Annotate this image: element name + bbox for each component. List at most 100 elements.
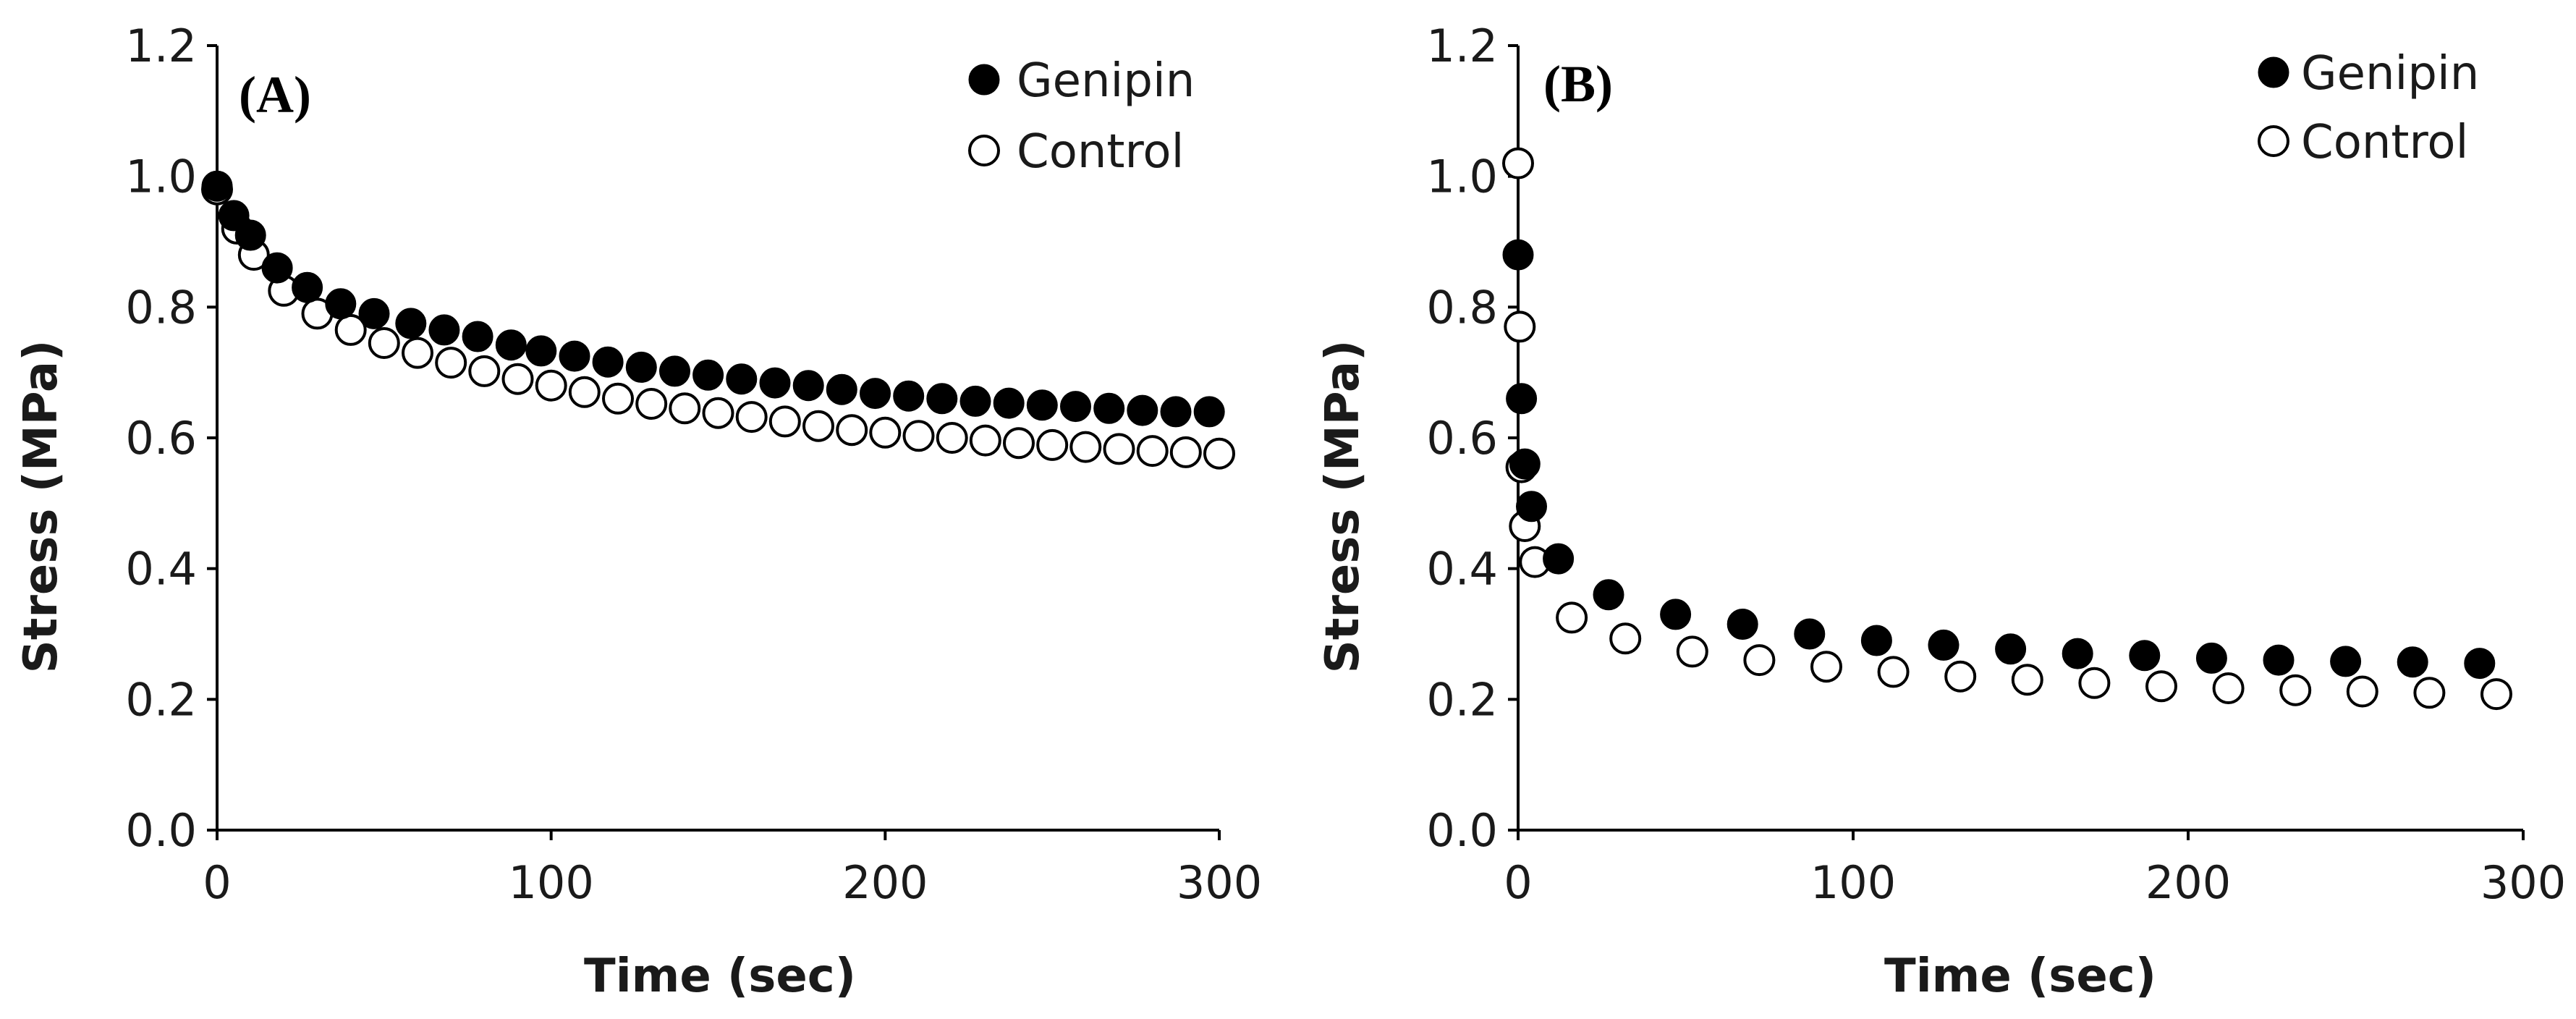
data-point-control xyxy=(836,414,868,447)
data-point-control xyxy=(1203,437,1235,470)
y-tick-label-b: 0.6 xyxy=(1426,412,1498,465)
data-point-genipin xyxy=(1193,396,1225,428)
data-point-genipin xyxy=(2195,642,2227,674)
data-point-genipin xyxy=(218,200,250,232)
data-point-control xyxy=(2212,672,2245,704)
legend-marker-genipin-b xyxy=(2258,56,2289,88)
data-point-control xyxy=(1103,433,1135,465)
y-tick-label-b: 1.0 xyxy=(1426,151,1498,203)
data-point-genipin xyxy=(2397,646,2428,678)
y-tick-label-a: 0.8 xyxy=(125,281,197,334)
y-tick-label-a: 0.2 xyxy=(125,673,197,726)
data-point-control xyxy=(1676,635,1708,668)
data-point-control xyxy=(702,397,734,429)
data-point-genipin xyxy=(993,387,1025,419)
data-point-control xyxy=(2145,670,2177,703)
data-point-control xyxy=(1036,428,1069,461)
x-tick-label-a: 200 xyxy=(842,856,928,909)
data-point-genipin xyxy=(692,359,724,391)
x-tick-label-b: 0 xyxy=(1504,856,1532,909)
data-point-genipin xyxy=(395,308,427,339)
data-point-control xyxy=(1136,435,1169,468)
data-point-genipin xyxy=(2464,648,2496,680)
data-point-control xyxy=(1944,660,1977,693)
data-point-control xyxy=(435,347,467,379)
data-point-control xyxy=(2346,675,2378,708)
y-axis-title-b: Stress (MPa) xyxy=(1316,340,1370,674)
chart-panel-a: (A) Time (sec) Stress (MPa) Genipin Cont… xyxy=(14,20,1262,1003)
data-point-genipin xyxy=(1660,599,1692,630)
data-point-genipin xyxy=(959,385,991,417)
data-point-control xyxy=(1609,622,1642,655)
data-point-genipin xyxy=(428,314,460,346)
legend-b: Genipin Control xyxy=(2258,47,2479,169)
data-point-control xyxy=(402,337,433,369)
data-point-genipin xyxy=(1516,491,1547,523)
y-tick-label-b: 1.2 xyxy=(1426,20,1498,72)
legend-marker-control-b xyxy=(2258,125,2289,157)
data-point-genipin xyxy=(2129,640,2161,672)
data-point-control xyxy=(802,410,834,442)
data-point-control xyxy=(1502,147,1534,179)
y-axis-title-a: Stress (MPa) xyxy=(14,340,68,674)
data-point-genipin xyxy=(659,355,690,387)
data-point-genipin xyxy=(462,321,493,352)
data-point-genipin xyxy=(1506,383,1538,415)
data-point-control xyxy=(1556,601,1588,634)
x-tick-label-a: 100 xyxy=(508,856,593,909)
data-point-control xyxy=(602,382,634,415)
panel-label-b: (B) xyxy=(1543,55,1613,113)
data-point-control xyxy=(1743,644,1776,677)
series-genipin-b xyxy=(1502,239,2496,680)
x-tick-label-a: 300 xyxy=(1177,856,1262,909)
y-tick-label-a: 0.0 xyxy=(125,804,197,857)
legend-label-control-b: Control xyxy=(2301,116,2468,169)
x-tick-label-a: 0 xyxy=(203,856,231,909)
data-point-genipin xyxy=(1060,391,1091,423)
data-point-genipin xyxy=(325,288,357,320)
y-tick-label-a: 1.2 xyxy=(125,20,197,72)
y-tick-label-a: 1.0 xyxy=(125,151,197,203)
data-point-control xyxy=(535,369,567,402)
x-axis-title-b: Time (sec) xyxy=(1884,950,2156,1003)
data-point-genipin xyxy=(1509,448,1541,480)
data-point-control xyxy=(936,422,968,454)
x-axis-title-a: Time (sec) xyxy=(584,950,856,1003)
data-point-control xyxy=(869,416,902,449)
data-point-control xyxy=(2413,677,2446,709)
data-point-genipin xyxy=(893,380,925,412)
data-point-control xyxy=(1877,656,1910,688)
legend-marker-genipin-a xyxy=(968,64,1000,96)
data-point-control xyxy=(735,401,768,434)
y-tick-label-b: 0.0 xyxy=(1426,804,1498,857)
y-tick-label-b: 0.4 xyxy=(1426,543,1498,596)
data-point-genipin xyxy=(234,219,266,251)
y-tick-label-b: 0.8 xyxy=(1426,281,1498,334)
data-point-control xyxy=(2480,678,2512,711)
data-point-control xyxy=(1069,431,1102,463)
data-point-control xyxy=(768,405,801,438)
data-point-control xyxy=(902,420,935,452)
data-point-control xyxy=(669,392,701,425)
data-point-control xyxy=(635,388,668,420)
data-point-genipin xyxy=(926,383,958,415)
data-point-genipin xyxy=(1093,392,1125,424)
data-point-genipin xyxy=(495,329,527,361)
data-point-genipin xyxy=(1026,389,1058,421)
data-point-genipin xyxy=(1995,633,2027,665)
data-point-control xyxy=(1003,427,1035,460)
data-point-genipin xyxy=(1127,394,1158,426)
data-point-genipin xyxy=(1794,618,1826,650)
data-point-control xyxy=(501,363,534,395)
data-point-genipin xyxy=(2330,646,2362,677)
data-point-genipin xyxy=(525,335,557,367)
chart-panel-b: (B) Time (sec) Stress (MPa) Genipin Cont… xyxy=(1316,20,2566,1003)
data-point-genipin xyxy=(826,373,857,405)
data-point-genipin xyxy=(1160,396,1192,428)
data-point-genipin xyxy=(201,170,233,202)
data-point-control xyxy=(368,327,400,359)
data-point-control xyxy=(1169,436,1202,468)
data-point-genipin xyxy=(1593,579,1624,611)
x-tick-label-b: 200 xyxy=(2145,856,2231,909)
